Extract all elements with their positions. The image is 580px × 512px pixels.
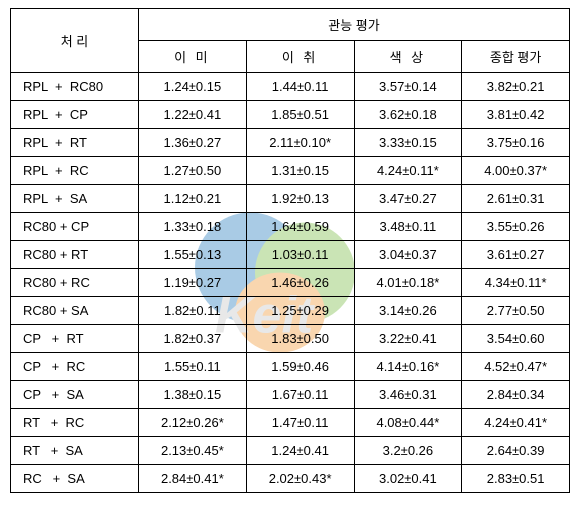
cell-treatment: RT + RC bbox=[11, 409, 139, 437]
table-row: RC + SA2.84±0.41*2.02±0.43*3.02±0.412.83… bbox=[11, 465, 570, 493]
cell-c4: 3.75±0.16 bbox=[462, 129, 570, 157]
cell-c2: 1.59±0.46 bbox=[246, 353, 354, 381]
cell-treatment: RC80 + RT bbox=[11, 241, 139, 269]
cell-c4: 2.77±0.50 bbox=[462, 297, 570, 325]
cell-treatment: CP + SA bbox=[11, 381, 139, 409]
cell-c3: 3.46±0.31 bbox=[354, 381, 462, 409]
cell-c1: 1.38±0.15 bbox=[139, 381, 247, 409]
cell-treatment: RT + SA bbox=[11, 437, 139, 465]
cell-c2: 1.03±0.11 bbox=[246, 241, 354, 269]
cell-c3: 3.57±0.14 bbox=[354, 73, 462, 101]
cell-c1: 1.19±0.27 bbox=[139, 269, 247, 297]
cell-treatment: RPL + CP bbox=[11, 101, 139, 129]
cell-c4: 2.61±0.31 bbox=[462, 185, 570, 213]
header-treatment: 처 리 bbox=[11, 9, 139, 73]
cell-c4: 3.61±0.27 bbox=[462, 241, 570, 269]
table-row: RPL + SA1.12±0.211.92±0.133.47±0.272.61±… bbox=[11, 185, 570, 213]
cell-c1: 1.22±0.41 bbox=[139, 101, 247, 129]
cell-c3: 3.14±0.26 bbox=[354, 297, 462, 325]
cell-c4: 2.84±0.34 bbox=[462, 381, 570, 409]
table-row: RC80 + SA1.82±0.111.25±0.293.14±0.262.77… bbox=[11, 297, 570, 325]
header-col1: 이 미 bbox=[139, 41, 247, 73]
cell-c3: 3.33±0.15 bbox=[354, 129, 462, 157]
cell-treatment: RC + SA bbox=[11, 465, 139, 493]
cell-c1: 1.27±0.50 bbox=[139, 157, 247, 185]
cell-c4: 3.81±0.42 bbox=[462, 101, 570, 129]
cell-treatment: RC80 + RC bbox=[11, 269, 139, 297]
table-row: RPL + RC1.27±0.501.31±0.154.24±0.11*4.00… bbox=[11, 157, 570, 185]
cell-treatment: RPL + SA bbox=[11, 185, 139, 213]
cell-c4: 3.54±0.60 bbox=[462, 325, 570, 353]
cell-c4: 2.64±0.39 bbox=[462, 437, 570, 465]
header-col2: 이 취 bbox=[246, 41, 354, 73]
table-row: RT + RC2.12±0.26*1.47±0.114.08±0.44*4.24… bbox=[11, 409, 570, 437]
cell-c1: 1.82±0.37 bbox=[139, 325, 247, 353]
cell-c2: 2.02±0.43* bbox=[246, 465, 354, 493]
cell-c3: 3.02±0.41 bbox=[354, 465, 462, 493]
table-row: RPL + RT1.36±0.272.11±0.10*3.33±0.153.75… bbox=[11, 129, 570, 157]
table-row: RPL + CP1.22±0.411.85±0.513.62±0.183.81±… bbox=[11, 101, 570, 129]
cell-c2: 1.85±0.51 bbox=[246, 101, 354, 129]
sensory-table: 처 리 관능 평가 이 미 이 취 색 상 종합 평가 RPL + RC801.… bbox=[10, 8, 570, 493]
cell-c3: 3.04±0.37 bbox=[354, 241, 462, 269]
cell-c1: 2.13±0.45* bbox=[139, 437, 247, 465]
table-row: RC80 + RT1.55±0.131.03±0.113.04±0.373.61… bbox=[11, 241, 570, 269]
cell-treatment: RPL + RT bbox=[11, 129, 139, 157]
cell-c1: 1.55±0.13 bbox=[139, 241, 247, 269]
cell-c1: 2.12±0.26* bbox=[139, 409, 247, 437]
cell-c3: 4.24±0.11* bbox=[354, 157, 462, 185]
table-row: RPL + RC801.24±0.151.44±0.113.57±0.143.8… bbox=[11, 73, 570, 101]
cell-c1: 1.12±0.21 bbox=[139, 185, 247, 213]
header-col4: 종합 평가 bbox=[462, 41, 570, 73]
cell-c1: 1.24±0.15 bbox=[139, 73, 247, 101]
cell-c2: 1.47±0.11 bbox=[246, 409, 354, 437]
cell-c3: 3.2±0.26 bbox=[354, 437, 462, 465]
cell-c1: 1.82±0.11 bbox=[139, 297, 247, 325]
table-row: CP + SA1.38±0.151.67±0.113.46±0.312.84±0… bbox=[11, 381, 570, 409]
table-row: RT + SA2.13±0.45*1.24±0.413.2±0.262.64±0… bbox=[11, 437, 570, 465]
cell-c1: 2.84±0.41* bbox=[139, 465, 247, 493]
cell-treatment: RC80 + CP bbox=[11, 213, 139, 241]
table-row: RC80 + CP1.33±0.181.64±0.593.48±0.113.55… bbox=[11, 213, 570, 241]
cell-c3: 4.14±0.16* bbox=[354, 353, 462, 381]
cell-c1: 1.33±0.18 bbox=[139, 213, 247, 241]
cell-c3: 3.22±0.41 bbox=[354, 325, 462, 353]
cell-c2: 1.44±0.11 bbox=[246, 73, 354, 101]
cell-c1: 1.36±0.27 bbox=[139, 129, 247, 157]
cell-treatment: CP + RC bbox=[11, 353, 139, 381]
cell-c4: 4.00±0.37* bbox=[462, 157, 570, 185]
cell-c4: 4.34±0.11* bbox=[462, 269, 570, 297]
cell-c2: 1.31±0.15 bbox=[246, 157, 354, 185]
cell-c1: 1.55±0.11 bbox=[139, 353, 247, 381]
cell-c4: 3.55±0.26 bbox=[462, 213, 570, 241]
cell-c2: 1.46±0.26 bbox=[246, 269, 354, 297]
cell-c3: 3.47±0.27 bbox=[354, 185, 462, 213]
table-row: CP + RT1.82±0.371.83±0.503.22±0.413.54±0… bbox=[11, 325, 570, 353]
cell-c3: 3.62±0.18 bbox=[354, 101, 462, 129]
cell-treatment: CP + RT bbox=[11, 325, 139, 353]
cell-c2: 2.11±0.10* bbox=[246, 129, 354, 157]
cell-c4: 4.24±0.41* bbox=[462, 409, 570, 437]
cell-c2: 1.64±0.59 bbox=[246, 213, 354, 241]
cell-treatment: RC80 + SA bbox=[11, 297, 139, 325]
cell-c2: 1.25±0.29 bbox=[246, 297, 354, 325]
header-col3: 색 상 bbox=[354, 41, 462, 73]
cell-c4: 4.52±0.47* bbox=[462, 353, 570, 381]
cell-c4: 3.82±0.21 bbox=[462, 73, 570, 101]
cell-treatment: RPL + RC bbox=[11, 157, 139, 185]
cell-c3: 4.08±0.44* bbox=[354, 409, 462, 437]
cell-c3: 4.01±0.18* bbox=[354, 269, 462, 297]
table-row: CP + RC1.55±0.111.59±0.464.14±0.16*4.52±… bbox=[11, 353, 570, 381]
cell-treatment: RPL + RC80 bbox=[11, 73, 139, 101]
header-sensory: 관능 평가 bbox=[139, 9, 570, 41]
cell-c2: 1.24±0.41 bbox=[246, 437, 354, 465]
cell-c2: 1.67±0.11 bbox=[246, 381, 354, 409]
table-row: RC80 + RC1.19±0.271.46±0.264.01±0.18*4.3… bbox=[11, 269, 570, 297]
cell-c4: 2.83±0.51 bbox=[462, 465, 570, 493]
cell-c2: 1.92±0.13 bbox=[246, 185, 354, 213]
cell-c3: 3.48±0.11 bbox=[354, 213, 462, 241]
cell-c2: 1.83±0.50 bbox=[246, 325, 354, 353]
